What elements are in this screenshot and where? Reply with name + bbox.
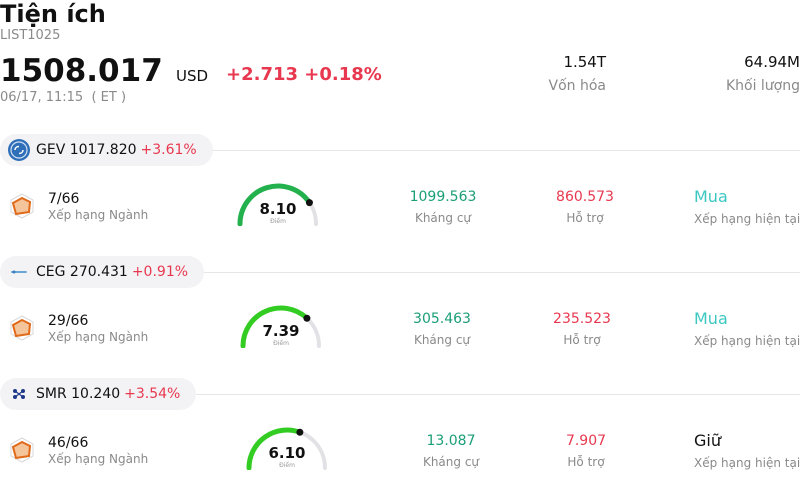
industry-rank-value: 29/66 — [48, 313, 89, 329]
resistance-label: Kháng cự — [414, 211, 472, 225]
resistance-label: Kháng cự — [422, 455, 480, 469]
support-value: 7.907 — [565, 433, 607, 449]
rating-label: Xếp hạng hiện tại — [694, 212, 800, 226]
support-label: Hỗ trợ — [567, 455, 605, 469]
rating-value: Giữ — [694, 431, 721, 450]
rating-label: Xếp hạng hiện tại — [694, 456, 800, 470]
nuscale-logo-icon — [8, 383, 30, 405]
resistance-value: 305.463 — [413, 311, 471, 327]
page-title: Tiện ích — [0, 0, 106, 28]
support-block: 860.573 Hỗ trợ — [530, 188, 640, 226]
ge-vernova-logo-icon — [8, 139, 30, 161]
score-value: 6.10 — [268, 444, 306, 462]
rating-label: Xếp hạng hiện tại — [694, 334, 800, 348]
stock-change-percent: +3.54% — [124, 386, 181, 402]
score-value: 8.10 — [259, 200, 297, 218]
stock-ticker-price: GEV 1017.820 — [36, 142, 137, 158]
support-value: 860.573 — [556, 189, 614, 205]
stock-chip[interactable]: GEV 1017.820 +3.61% — [0, 134, 213, 166]
stock-chip[interactable]: CEG 270.431 +0.91% — [0, 256, 205, 288]
industry-rank-icon — [8, 436, 36, 464]
score-value: 7.39 — [262, 322, 300, 340]
support-value: 235.523 — [553, 311, 611, 327]
industry-rank-label: Xếp hạng Ngành — [48, 330, 149, 344]
market-cap-value: 1.54T — [563, 53, 606, 71]
volume-label: Khối lượng — [725, 78, 800, 94]
section-divider — [194, 272, 800, 273]
constellation-logo-icon — [8, 261, 30, 283]
support-block: 235.523 Hỗ trợ — [527, 310, 637, 348]
resistance-value: 13.087 — [426, 433, 476, 449]
score-gauge — [236, 180, 320, 227]
resistance-block: 305.463 Kháng cự — [387, 310, 497, 348]
score-caption: Điểm — [270, 218, 286, 225]
section-divider — [186, 394, 800, 395]
rating-value: Mua — [694, 309, 728, 328]
stock-ticker-price: SMR 10.240 — [36, 386, 121, 402]
currency-label: USD — [176, 67, 209, 85]
industry-rank-icon — [8, 314, 36, 342]
support-label: Hỗ trợ — [566, 211, 604, 225]
resistance-block: 1099.563 Kháng cự — [388, 188, 498, 226]
current-rating: Giữ Xếp hạng hiện tại — [694, 431, 800, 471]
support-label: Hỗ trợ — [563, 333, 601, 347]
industry-rank-icon — [8, 192, 36, 220]
timestamp: 06/17, 11:15 ( ET ) — [0, 90, 127, 105]
volume-value: 64.94M — [744, 53, 800, 71]
stock-chip[interactable]: SMR 10.240 +3.54% — [0, 378, 197, 410]
resistance-label: Kháng cự — [413, 333, 471, 347]
score-gauge — [245, 424, 329, 471]
rating-value: Mua — [694, 187, 728, 206]
score-caption: Điểm — [273, 340, 289, 347]
industry-rank-value: 7/66 — [48, 191, 80, 207]
industry-rank-label: Xếp hạng Ngành — [48, 208, 149, 222]
resistance-value: 1099.563 — [409, 189, 477, 205]
market-cap-stat: 1.54T Vốn hóa — [549, 53, 606, 95]
index-code: LIST1025 — [0, 28, 61, 43]
stock-change-percent: +0.91% — [131, 264, 189, 280]
market-cap-label: Vốn hóa — [548, 78, 606, 94]
score-gauge — [239, 302, 323, 349]
stock-ticker-price: CEG 270.431 — [36, 264, 128, 280]
industry-rank-label: Xếp hạng Ngành — [48, 452, 149, 466]
section-divider — [202, 150, 800, 151]
stock-change-percent: +3.61% — [140, 142, 197, 158]
score-caption: Điểm — [279, 462, 295, 469]
volume-stat: 64.94M Khối lượng — [726, 53, 800, 95]
support-block: 7.907 Hỗ trợ — [531, 432, 641, 470]
index-change: +2.713 +0.18% — [226, 64, 382, 85]
resistance-block: 13.087 Kháng cự — [396, 432, 506, 470]
current-rating: Mua Xếp hạng hiện tại — [694, 309, 800, 349]
index-price: 1508.017 — [0, 53, 163, 89]
industry-rank-value: 46/66 — [48, 435, 89, 451]
current-rating: Mua Xếp hạng hiện tại — [694, 187, 800, 227]
